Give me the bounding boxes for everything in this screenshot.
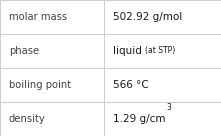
Text: 566 °C: 566 °C <box>113 80 149 90</box>
Text: phase: phase <box>9 46 39 56</box>
Text: molar mass: molar mass <box>9 12 67 22</box>
Text: 3: 3 <box>167 103 172 112</box>
Text: liquid: liquid <box>113 46 148 56</box>
Text: (at STP): (at STP) <box>145 47 175 55</box>
Text: density: density <box>9 114 46 124</box>
Text: 1.29 g/cm: 1.29 g/cm <box>113 114 165 124</box>
Text: 502.92 g/mol: 502.92 g/mol <box>113 12 182 22</box>
Text: boiling point: boiling point <box>9 80 71 90</box>
